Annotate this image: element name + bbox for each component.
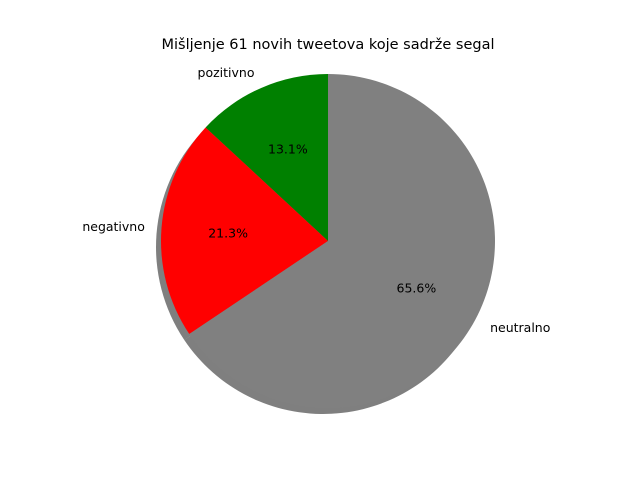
slice-label-pozitivno: pozitivno (198, 65, 255, 80)
slice-label-neutralno: neutralno (490, 320, 550, 335)
slice-pozitivno (205, 74, 328, 241)
slice-negativno (161, 127, 328, 334)
pie-slices (161, 74, 495, 409)
slice-percent-pozitivno: 13.1% (268, 142, 308, 157)
slice-neutralno (189, 74, 495, 409)
slice-label-negativno: negativno (82, 219, 145, 234)
slice-percent-neutralno: 65.6% (397, 281, 437, 296)
slice-percent-negativno: 21.3% (208, 226, 248, 241)
chart-title: Mišljenje 61 novih tweetova koje sadrže … (161, 37, 494, 53)
pie-labels: pozitivno 13.1% negativno 21.3% neutralno 65.… (82, 65, 550, 335)
